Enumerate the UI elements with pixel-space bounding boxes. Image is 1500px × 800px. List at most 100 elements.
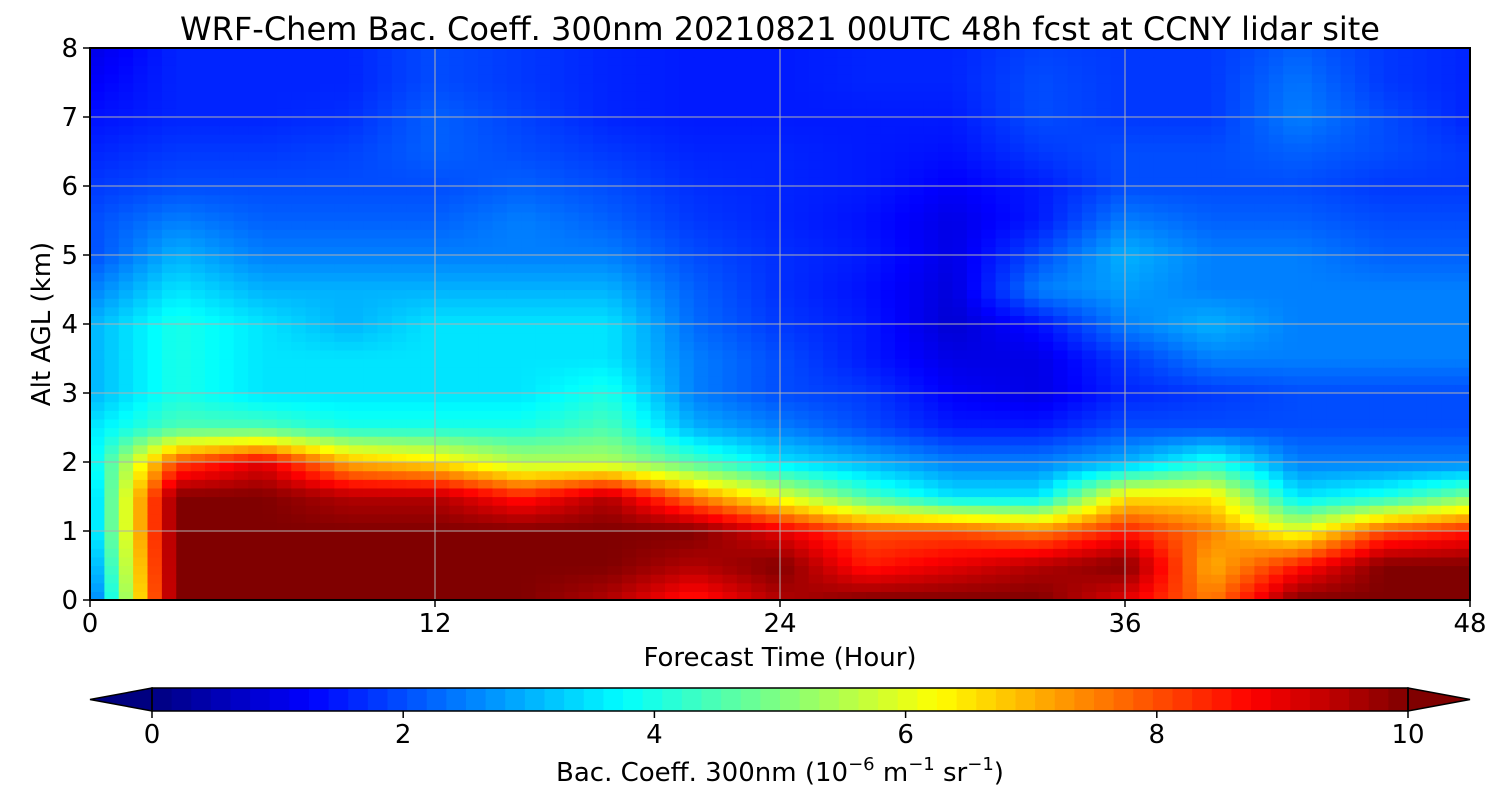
- heatmap-cell: [636, 565, 652, 575]
- heatmap-cell: [1340, 539, 1356, 549]
- heatmap-cell: [1240, 186, 1255, 196]
- heatmap-cell: [966, 393, 982, 403]
- heatmap-cell: [966, 220, 982, 230]
- heatmap-cell: [1283, 565, 1299, 575]
- heatmap-cell: [665, 591, 680, 601]
- heatmap-cell: [823, 556, 839, 567]
- heatmap-cell: [938, 375, 954, 385]
- heatmap-cell: [406, 531, 422, 541]
- heatmap-cell: [348, 462, 364, 472]
- heatmap-cell: [521, 496, 537, 506]
- heatmap-cell: [837, 194, 853, 204]
- heatmap-cell: [1398, 591, 1414, 601]
- heatmap-cell: [1010, 401, 1025, 411]
- heatmap-cell: [133, 522, 149, 532]
- heatmap-cell: [1240, 470, 1255, 480]
- heatmap-cell: [665, 255, 680, 265]
- heatmap-cell: [866, 505, 882, 515]
- heatmap-cell: [708, 289, 724, 299]
- heatmap-cell: [736, 211, 752, 222]
- heatmap-cell: [938, 496, 954, 506]
- heatmap-cell: [621, 591, 637, 601]
- heatmap-cell: [1182, 393, 1198, 403]
- heatmap-cell: [147, 418, 163, 429]
- heatmap-cell: [1283, 237, 1299, 247]
- heatmap-cell: [923, 522, 939, 532]
- heatmap-cell: [118, 168, 134, 178]
- heatmap-cell: [578, 487, 594, 498]
- heatmap-cell: [1412, 410, 1428, 420]
- heatmap-cell: [952, 168, 968, 178]
- heatmap-cell: [1139, 574, 1155, 584]
- heatmap-cell: [1182, 324, 1198, 334]
- heatmap-cell: [320, 505, 335, 515]
- heatmap-cell: [104, 229, 120, 239]
- heatmap-cell: [823, 160, 839, 170]
- heatmap-cell: [923, 186, 939, 196]
- heatmap-cell: [1297, 324, 1313, 334]
- heatmap-cell: [794, 349, 810, 360]
- heatmap-cell: [722, 522, 738, 532]
- heatmap-cell: [1254, 160, 1270, 170]
- heatmap-cell: [1311, 289, 1327, 299]
- heatmap-cell: [564, 280, 580, 291]
- heatmap-cell: [492, 289, 508, 299]
- heatmap-cell: [1225, 263, 1241, 273]
- heatmap-cell: [923, 565, 939, 575]
- heatmap-cell: [895, 220, 910, 230]
- heatmap-cell: [506, 332, 522, 342]
- heatmap-cell: [621, 289, 637, 299]
- heatmap-cell: [1139, 470, 1155, 480]
- heatmap-cell: [233, 349, 249, 360]
- heatmap-cell: [1067, 513, 1083, 523]
- heatmap-cell: [1283, 548, 1299, 558]
- heatmap-cell: [665, 496, 680, 506]
- heatmap-cell: [780, 556, 795, 567]
- heatmap-cell: [938, 418, 954, 429]
- heatmap-cell: [363, 556, 379, 567]
- heatmap-cell: [736, 418, 752, 429]
- heatmap-cell: [1426, 548, 1442, 558]
- heatmap-cell: [1340, 427, 1356, 437]
- heatmap-cell: [564, 220, 580, 230]
- heatmap-cell: [1110, 479, 1126, 489]
- heatmap-cell: [478, 436, 494, 446]
- heatmap-cell: [780, 401, 795, 411]
- heatmap-cell: [219, 513, 235, 523]
- heatmap-cell: [851, 272, 867, 282]
- heatmap-cell: [1426, 436, 1442, 446]
- heatmap-cell: [564, 436, 580, 446]
- heatmap-cell: [708, 263, 724, 273]
- heatmap-cell: [1426, 298, 1442, 308]
- heatmap-cell: [104, 194, 120, 204]
- heatmap-cell: [751, 280, 767, 291]
- heatmap-cell: [1067, 246, 1083, 256]
- heatmap-cell: [952, 298, 968, 308]
- heatmap-cell: [866, 280, 882, 291]
- heatmap-cell: [1225, 496, 1241, 506]
- heatmap-cell: [1081, 574, 1097, 584]
- heatmap-cell: [1297, 160, 1313, 170]
- heatmap-cell: [564, 487, 580, 498]
- heatmap-cell: [1139, 513, 1155, 523]
- heatmap-cell: [1010, 393, 1025, 403]
- heatmap-cell: [938, 479, 954, 489]
- heatmap-cell: [1211, 393, 1227, 403]
- heatmap-cell: [1053, 401, 1069, 411]
- heatmap-cell: [1326, 574, 1342, 584]
- heatmap-cell: [550, 539, 565, 549]
- heatmap-cell: [1311, 263, 1327, 273]
- heatmap-cell: [133, 246, 149, 256]
- heatmap-cell: [679, 367, 695, 377]
- heatmap-cell: [665, 548, 680, 558]
- heatmap-cell: [1369, 280, 1385, 291]
- heatmap-cell: [693, 246, 709, 256]
- heatmap-cell: [866, 470, 882, 480]
- heatmap-cell: [1038, 548, 1054, 558]
- heatmap-cell: [377, 324, 393, 334]
- heatmap-cell: [348, 160, 364, 170]
- heatmap-cell: [133, 539, 149, 549]
- heatmap-cell: [1024, 160, 1040, 170]
- heatmap-cell: [1326, 548, 1342, 558]
- heatmap-cell: [665, 246, 680, 256]
